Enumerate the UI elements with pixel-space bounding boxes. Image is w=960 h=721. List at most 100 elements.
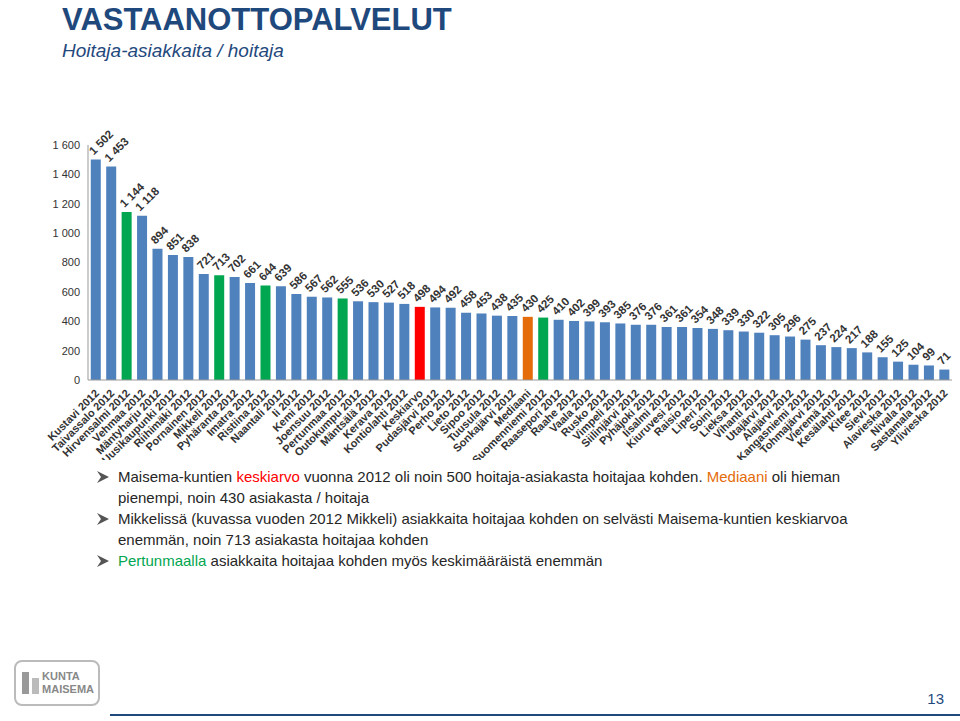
svg-text:200: 200 [62,345,80,357]
svg-text:Pertunmaa 2012: Pertunmaa 2012 [279,386,348,456]
svg-text:Keskiarvo: Keskiarvo [379,386,426,433]
svg-text:Joensuu 2012: Joensuu 2012 [272,386,333,447]
svg-text:Vieremä 2012: Vieremä 2012 [783,386,842,445]
svg-text:425: 425 [534,292,557,315]
svg-text:Kemi 2012: Kemi 2012 [270,386,318,434]
svg-text:492: 492 [441,283,464,306]
svg-text:Ylivieska 2012: Ylivieska 2012 [888,387,949,448]
svg-text:Mäntsälä 2012: Mäntsälä 2012 [317,386,379,449]
svg-text:410: 410 [549,295,572,318]
svg-text:702: 702 [225,252,248,275]
svg-text:Vaala 2012: Vaala 2012 [547,386,595,435]
svg-text:Raasepori 2012: Raasepori 2012 [498,386,564,453]
svg-text:Pyhäranta 2012: Pyhäranta 2012 [174,386,240,453]
svg-text:498: 498 [410,282,433,305]
svg-text:399: 399 [580,296,603,319]
svg-text:530: 530 [364,277,387,300]
svg-text:1 502: 1 502 [86,128,116,157]
svg-text:494: 494 [426,282,449,305]
svg-text:Kesälahti 2012: Kesälahti 2012 [794,386,858,450]
svg-text:1 400: 1 400 [52,168,80,180]
svg-text:Mediaani: Mediaani [491,386,534,429]
svg-text:Lieto 2012: Lieto 2012 [424,386,472,434]
svg-text:Nivala 2012: Nivala 2012 [868,386,919,438]
svg-text:71: 71 [935,349,952,367]
svg-text:Kustavi 2012: Kustavi 2012 [45,386,102,443]
svg-text:Pornainen 2012: Pornainen 2012 [143,386,210,453]
svg-text:644: 644 [256,260,279,283]
svg-text:453: 453 [472,288,495,311]
svg-text:600: 600 [62,286,80,298]
svg-text:Lieksa 2012: Lieksa 2012 [697,386,750,440]
svg-text:713: 713 [210,250,233,273]
svg-text:1 600: 1 600 [52,139,80,151]
svg-text:435: 435 [503,291,526,314]
svg-text:385: 385 [611,298,634,321]
svg-text:400: 400 [62,315,80,327]
svg-text:Pudasjärvi 2012: Pudasjärvi 2012 [373,386,441,455]
svg-text:555: 555 [333,273,356,296]
svg-text:0: 0 [74,374,80,386]
svg-text:Naantali 2012: Naantali 2012 [228,386,287,446]
svg-text:Sipoo 2012: Sipoo 2012 [437,386,487,437]
svg-text:99: 99 [920,345,938,363]
svg-text:Pyhäjoki 2012: Pyhäjoki 2012 [596,386,657,447]
svg-text:Utajärvi 2012: Utajärvi 2012 [723,386,780,444]
svg-text:Tuusula 2012: Tuusula 2012 [445,386,503,445]
svg-text:894: 894 [148,224,171,247]
svg-text:1 200: 1 200 [52,198,80,210]
svg-text:851: 851 [163,230,186,253]
svg-text:Siilinjärvi 2012: Siilinjärvi 2012 [578,386,642,450]
svg-text:Vimpeli 2012: Vimpeli 2012 [570,386,626,443]
svg-text:Liperi 2012: Liperi 2012 [669,386,719,437]
html-text:Maisema-kuntien keskiarvo vuon: Maisema-kuntien keskiarvo vuonna 2012 ol… [118,468,841,506]
svg-text:Mäntyharju 2012: Mäntyharju 2012 [93,386,163,457]
svg-text:Kiuruvesi 2012: Kiuruvesi 2012 [624,386,688,451]
svg-text:1 118: 1 118 [133,184,162,213]
svg-text:438: 438 [487,291,510,314]
svg-text:1 453: 1 453 [102,135,131,164]
svg-text:Imatra 2012: Imatra 2012 [204,386,256,439]
svg-text:Riihimäki 2012: Riihimäki 2012 [131,386,194,450]
svg-text:518: 518 [395,279,418,302]
svg-text:Sonkajärvi 2012: Sonkajärvi 2012 [450,386,518,455]
svg-text:1 000: 1 000 [52,227,80,239]
svg-text:Raahe 2012: Raahe 2012 [528,386,580,439]
svg-text:Kerava 2012: Kerava 2012 [340,386,395,441]
svg-text:Soini 2012: Soini 2012 [686,386,734,434]
html-text:Mikkelissä (kuvassa vuoden 201: Mikkelissä (kuvassa vuoden 2012 Mikkeli)… [118,510,848,548]
svg-text:Taivassalo 2012: Taivassalo 2012 [49,386,117,455]
svg-text:800: 800 [62,256,80,268]
svg-text:Iisalmi 2012: Iisalmi 2012 [619,386,672,440]
svg-text:Sievi 2012: Sievi 2012 [841,386,888,433]
svg-text:567: 567 [302,272,325,295]
html-text:VASTAANOTTOPALVELUT: VASTAANOTTOPALVELUT [62,2,452,37]
svg-text:562: 562 [318,272,341,295]
svg-text:361: 361 [657,302,680,325]
svg-text:Raisio 2012: Raisio 2012 [651,386,703,439]
svg-text:Perho 2012: Perho 2012 [406,386,456,437]
svg-text:430: 430 [518,292,541,315]
svg-text:Tohmajärvi 2012: Tohmajärvi 2012 [757,386,827,456]
svg-text:Vehmaa 2012: Vehmaa 2012 [90,386,148,445]
svg-text:Hirvensalmi 2012: Hirvensalmi 2012 [59,386,132,459]
svg-text:Outokumpu 2012: Outokumpu 2012 [291,386,364,459]
svg-text:Ii 2012: Ii 2012 [269,386,302,420]
svg-text:Alavieska 2012: Alavieska 2012 [839,386,904,451]
svg-text:Kitee 2012: Kitee 2012 [825,386,873,434]
svg-text:393: 393 [595,297,618,320]
svg-text:1 144: 1 144 [117,180,147,210]
svg-text:838: 838 [179,232,201,254]
svg-text:Sastamala 2012: Sastamala 2012 [867,386,935,454]
svg-text:Mikkeli 2012: Mikkeli 2012 [170,386,225,441]
svg-text:Alajärvi 2012: Alajärvi 2012 [739,386,796,443]
svg-text:639: 639 [271,261,294,284]
svg-text:Vihanti 2012: Vihanti 2012 [710,386,765,441]
svg-text:Ristiina 2012: Ristiina 2012 [214,386,271,443]
svg-text:586: 586 [287,269,310,292]
svg-text:721: 721 [194,249,217,272]
svg-text:Rusko 2012: Rusko 2012 [558,386,611,439]
svg-text:Kontiolahti 2012: Kontiolahti 2012 [341,386,410,456]
svg-text:376: 376 [642,300,665,323]
svg-text:376: 376 [626,300,649,323]
